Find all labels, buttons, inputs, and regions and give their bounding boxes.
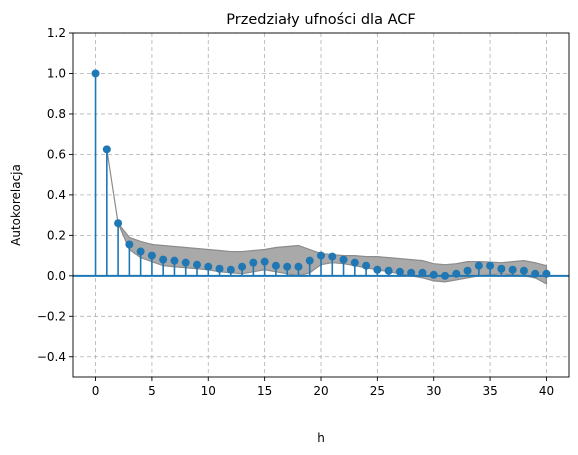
- stem-marker: [441, 272, 449, 280]
- stem-marker: [261, 258, 269, 266]
- stem-marker: [306, 257, 314, 265]
- stem-marker: [137, 248, 145, 256]
- y-tick-label: 0.8: [47, 107, 66, 121]
- y-tick-label: 0.2: [47, 228, 66, 242]
- stem-marker: [283, 263, 291, 271]
- stem-marker: [396, 268, 404, 276]
- stem-marker: [249, 259, 257, 267]
- stem-marker: [520, 267, 528, 275]
- stem-marker: [486, 262, 494, 270]
- stem-marker: [328, 253, 336, 261]
- y-tick-label: 0.4: [47, 188, 66, 202]
- stem-marker: [114, 219, 122, 227]
- stem-marker: [193, 261, 201, 269]
- stem-marker: [351, 259, 359, 267]
- stem-marker: [170, 257, 178, 265]
- stem-marker: [204, 263, 212, 271]
- stem-marker: [125, 240, 133, 248]
- stem-marker: [373, 266, 381, 274]
- y-tick-label: 0.6: [47, 147, 66, 161]
- y-tick-label: 1.2: [47, 26, 66, 40]
- x-tick-label: 25: [370, 384, 385, 398]
- stem-marker: [159, 256, 167, 264]
- x-tick-label: 20: [313, 384, 328, 398]
- stem-marker: [531, 270, 539, 278]
- y-tick-label: −0.2: [37, 309, 66, 323]
- x-axis-label: h: [317, 431, 325, 445]
- stem-marker: [272, 262, 280, 270]
- stem-marker: [317, 252, 325, 260]
- stem-marker: [497, 265, 505, 273]
- stem-marker: [238, 263, 246, 271]
- stem-marker: [407, 269, 415, 277]
- y-axis-label: Autokorelacja: [9, 164, 23, 246]
- stem-marker: [216, 265, 224, 273]
- grid: [73, 33, 569, 377]
- y-axis: −0.4 −0.2 0.0 0.2 0.4 0.6 0.8 1.0 1.2: [37, 26, 73, 364]
- stem-marker: [294, 263, 302, 271]
- stem-marker: [452, 270, 460, 278]
- stem-marker: [103, 145, 111, 153]
- x-tick-label: 35: [482, 384, 497, 398]
- stem-marker: [509, 266, 517, 274]
- y-tick-label: 0.0: [47, 269, 66, 283]
- stem-marker: [475, 262, 483, 270]
- x-tick-label: 15: [257, 384, 272, 398]
- x-tick-label: 10: [201, 384, 216, 398]
- stem-marker: [227, 266, 235, 274]
- stem-marker: [182, 259, 190, 267]
- stem-marker: [542, 270, 550, 278]
- x-tick-label: 5: [148, 384, 156, 398]
- stem-marker: [418, 269, 426, 277]
- x-tick-label: 40: [539, 384, 554, 398]
- stem-marker: [340, 256, 348, 264]
- y-tick-label: 1.0: [47, 66, 66, 80]
- y-tick-label: −0.4: [37, 350, 66, 364]
- x-tick-label: 30: [426, 384, 441, 398]
- x-tick-label: 0: [92, 384, 100, 398]
- stem-marker: [148, 252, 156, 260]
- stem-marker: [385, 267, 393, 275]
- stem-marker: [362, 262, 370, 270]
- x-axis: 0 5 10 15 20 25 30 35 40: [92, 377, 554, 398]
- stem-marker: [430, 271, 438, 279]
- stem-marker: [92, 69, 100, 77]
- stem-marker: [464, 267, 472, 275]
- chart-title: Przedziały ufności dla ACF: [226, 12, 415, 28]
